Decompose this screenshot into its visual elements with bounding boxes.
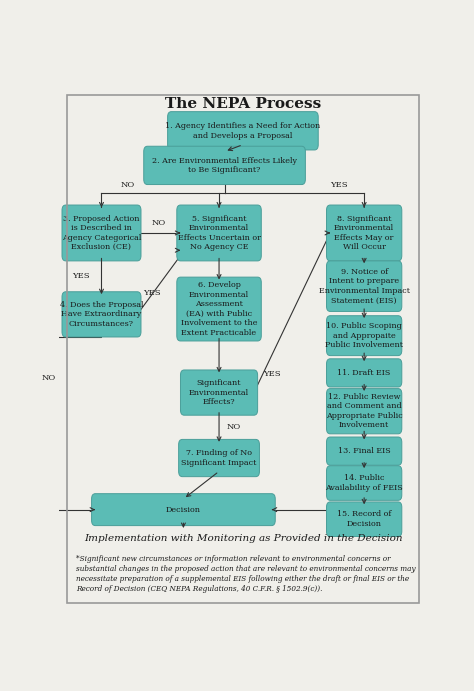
Text: The NEPA Process: The NEPA Process <box>165 97 321 111</box>
FancyBboxPatch shape <box>327 316 402 356</box>
Text: 2. Are Environmental Effects Likely
to Be Significant?: 2. Are Environmental Effects Likely to B… <box>152 157 297 174</box>
FancyBboxPatch shape <box>181 370 257 415</box>
Text: Implementation with Monitoring as Provided in the Decision: Implementation with Monitoring as Provid… <box>84 534 402 543</box>
FancyBboxPatch shape <box>179 439 259 477</box>
Text: 12. Public Review
and Comment and
Appropriate Public
Involvement: 12. Public Review and Comment and Approp… <box>326 393 402 430</box>
FancyBboxPatch shape <box>168 112 318 150</box>
Text: 5. Significant
Environmental
Effects Uncertain or
No Agency CE: 5. Significant Environmental Effects Unc… <box>178 215 261 252</box>
FancyBboxPatch shape <box>177 277 261 341</box>
Text: 15. Record of
Decision: 15. Record of Decision <box>337 511 392 528</box>
Text: 11. Draft EIS: 11. Draft EIS <box>337 369 391 377</box>
FancyBboxPatch shape <box>144 146 305 184</box>
Text: 7. Finding of No
Significant Impact: 7. Finding of No Significant Impact <box>182 449 257 467</box>
Text: 10. Public Scoping
and Appropaite
Public Involvement: 10. Public Scoping and Appropaite Public… <box>325 322 403 349</box>
Text: 14. Public
Availability of FEIS: 14. Public Availability of FEIS <box>325 474 403 492</box>
Text: *Significant new circumstances or information relevant to environmental concerns: *Significant new circumstances or inform… <box>76 556 415 593</box>
FancyBboxPatch shape <box>327 261 402 312</box>
FancyBboxPatch shape <box>62 292 141 337</box>
Text: YES: YES <box>143 289 161 297</box>
FancyBboxPatch shape <box>177 205 261 261</box>
Text: NO: NO <box>42 375 56 382</box>
FancyBboxPatch shape <box>327 205 402 261</box>
Text: Significant
Environmental
Effects?: Significant Environmental Effects? <box>189 379 249 406</box>
Text: 4. Does the Proposal
Have Extraordinary
Circumstances?: 4. Does the Proposal Have Extraordinary … <box>60 301 143 328</box>
Text: NO: NO <box>120 180 134 189</box>
FancyBboxPatch shape <box>327 502 402 536</box>
Text: YES: YES <box>329 180 347 189</box>
Text: NO: NO <box>152 219 166 227</box>
FancyBboxPatch shape <box>327 437 402 465</box>
FancyBboxPatch shape <box>327 359 402 387</box>
Text: YES: YES <box>73 272 90 281</box>
Text: 1. Agency Identifies a Need for Action
and Develops a Proposal: 1. Agency Identifies a Need for Action a… <box>165 122 320 140</box>
Text: 6. Develop
Environmental
Assessment
(EA) with Public
Involvement to the
Extent P: 6. Develop Environmental Assessment (EA)… <box>181 281 257 337</box>
FancyBboxPatch shape <box>62 205 141 261</box>
Text: YES: YES <box>264 370 281 378</box>
Text: 9. Notice of
Intent to prepare
Environmental Impact
Statement (EIS): 9. Notice of Intent to prepare Environme… <box>319 268 410 305</box>
Text: 8. Significant
Environmental
Effects May or
Will Occur: 8. Significant Environmental Effects May… <box>334 215 394 252</box>
FancyBboxPatch shape <box>327 466 402 500</box>
Text: NO: NO <box>227 424 241 431</box>
FancyBboxPatch shape <box>327 388 402 434</box>
FancyBboxPatch shape <box>91 493 275 526</box>
Text: 13. Final EIS: 13. Final EIS <box>338 447 391 455</box>
Text: 3. Proposed Action
is Described in
Agency Categorical
Exclusion (CE): 3. Proposed Action is Described in Agenc… <box>62 215 141 252</box>
Text: Decision: Decision <box>166 506 201 513</box>
